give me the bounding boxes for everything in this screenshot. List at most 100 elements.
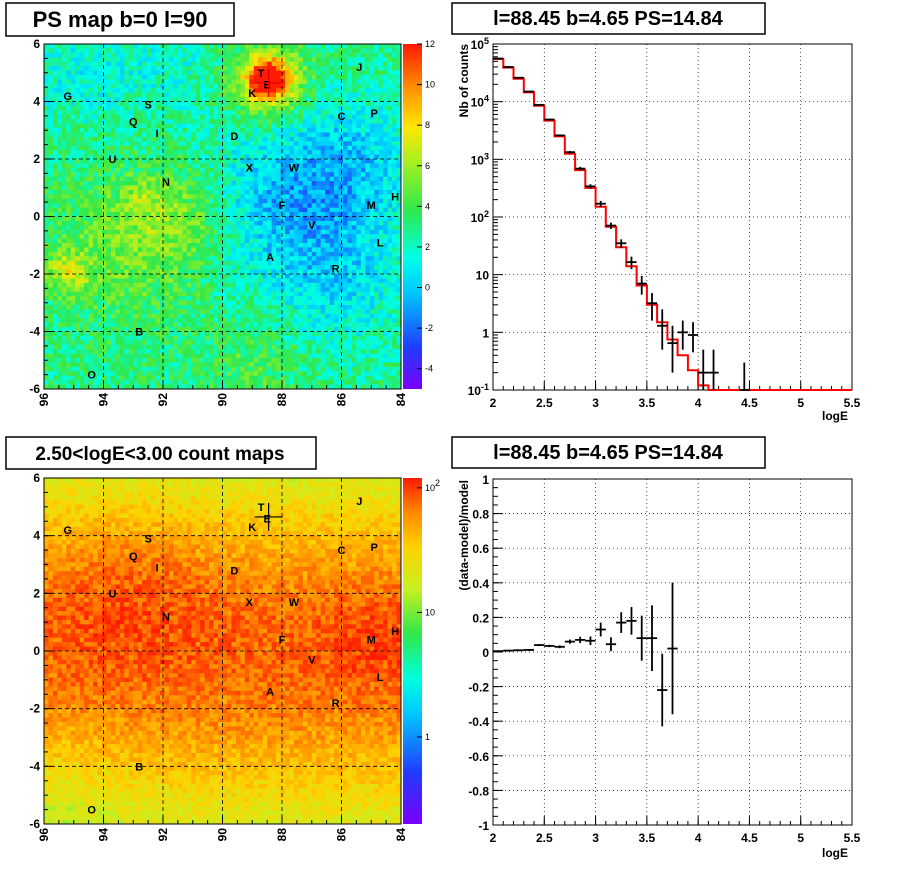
map-cell [191,251,197,257]
map-cell [360,70,366,76]
map-cell [302,159,308,164]
map-cell [298,167,304,173]
map-cell [284,251,290,257]
map-cell [316,52,322,58]
map-cell [151,318,156,324]
map-cell [137,132,143,138]
map-cell [48,198,54,204]
map-cell [302,212,308,217]
map-cell [177,172,183,178]
map-cell [106,105,112,111]
map-cell [316,114,322,120]
map-cell [70,185,76,191]
map-cell [146,296,152,301]
map-cell [316,225,322,231]
map-cell [106,44,112,49]
map-cell [276,247,281,253]
map-cell [204,88,210,94]
map-cell [347,313,353,319]
map-cell [102,198,107,204]
map-cell [226,198,232,204]
map-cell [177,154,183,160]
map-cell [235,194,241,200]
map-cell [231,274,237,279]
map-cell [258,269,264,275]
map-cell [284,212,290,217]
map-cell [119,234,125,240]
map-cell [124,136,130,142]
map-cell [231,234,237,240]
map-cell [351,212,357,217]
map-cell [249,141,255,147]
map-cell [75,189,81,195]
map-cell [146,313,152,319]
map-cell [316,92,322,98]
map-cell [316,260,322,266]
map-cell [249,296,255,301]
map-cell [365,313,371,319]
map-cell [374,136,380,142]
map-cell [66,119,72,125]
map-cell [164,70,170,76]
map-cell [365,61,371,67]
map-cell [311,229,317,235]
map-cell [342,269,348,275]
map-cell [378,216,384,222]
map-cell [97,119,103,125]
map-cell [320,176,326,182]
map-cell [70,309,76,315]
map-cell [334,79,339,85]
map-cell [351,287,357,293]
map-cell [218,79,223,85]
map-cell [168,269,174,275]
map-cell [316,44,322,49]
map-cell [110,313,116,319]
map-cell [244,61,250,67]
map-cell [115,278,121,284]
map-cell [396,92,402,98]
map-cell [186,110,192,116]
map-cell [231,48,237,54]
map-cell [142,52,148,58]
map-cell [168,97,174,102]
map-cell [195,300,201,306]
map-cell [124,291,130,297]
map-cell [119,123,125,129]
map-cell [102,185,107,191]
map-cell [244,167,250,173]
map-cell [383,260,389,266]
map-cell [262,110,268,116]
map-cell [298,105,304,111]
map-cell [307,154,313,160]
map-cell [267,287,272,293]
map-cell [338,198,344,204]
map-cell [102,145,107,151]
map-cell [280,79,286,85]
map-cell [226,265,232,270]
map-cell [360,176,366,182]
map-cell [351,300,357,306]
map-cell [240,128,246,133]
map-cell [320,141,326,147]
map-cell [289,101,295,107]
map-cell [356,101,362,107]
map-cell [262,309,268,315]
map-cell [218,176,223,182]
map-cell [97,132,103,138]
map-cell [160,309,165,315]
map-cell [302,88,308,94]
map-cell [316,145,322,151]
map-cell [253,141,259,147]
map-cell [128,110,134,116]
map-cell [244,256,250,262]
map-cell [316,88,322,94]
map-cell [52,216,58,222]
map-cell [97,238,103,244]
map-cell [173,172,179,178]
map-cell [387,207,393,213]
map-cell [387,203,393,209]
map-cell [44,172,49,178]
map-cell [320,101,326,107]
map-cell [231,287,237,293]
map-cell [146,145,152,151]
